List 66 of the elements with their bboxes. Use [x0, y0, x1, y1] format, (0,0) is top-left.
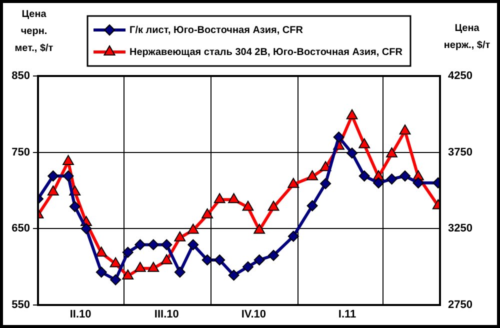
- point: [122, 269, 134, 280]
- x-tick-label: II.10: [70, 308, 92, 321]
- point: [214, 193, 226, 204]
- point: [358, 138, 370, 148]
- point: [62, 170, 74, 182]
- point: [202, 254, 213, 266]
- point: [134, 239, 146, 250]
- point: [122, 246, 134, 258]
- point: [254, 254, 265, 266]
- y2-tick-label: 3750: [448, 146, 472, 158]
- y2-tick-label: 4250: [448, 70, 472, 82]
- point: [400, 170, 411, 182]
- point: [110, 274, 122, 286]
- y-axis-title: Цена черн. мет., $/т: [14, 8, 54, 56]
- y2-tick-label: 3250: [448, 222, 472, 235]
- x-tick-label: I.11: [338, 308, 356, 321]
- point: [288, 230, 299, 242]
- point: [333, 132, 344, 143]
- point: [187, 224, 199, 234]
- y-tick-label: 550: [12, 299, 30, 312]
- point: [268, 250, 280, 261]
- point: [386, 147, 398, 158]
- point: [80, 223, 92, 234]
- point: [386, 174, 398, 185]
- y2-axis-title: Цена нерж., $/т: [442, 22, 492, 53]
- legend-label: Нержавеющая сталь 304 2B, Юго-Восточная Азия, CFR: [130, 46, 404, 58]
- legend-label: Г/к лист, Юго-Восточная Азия, CFR: [130, 24, 304, 36]
- point: [346, 109, 358, 120]
- point: [242, 261, 254, 272]
- point: [320, 178, 332, 190]
- point: [288, 178, 300, 188]
- point: [96, 246, 108, 257]
- point: [228, 270, 240, 281]
- y2-tick-label: 2750: [448, 299, 472, 312]
- point: [214, 254, 226, 266]
- point: [412, 177, 424, 188]
- point: [62, 154, 74, 165]
- point: [202, 208, 214, 218]
- y-tick-label: 750: [12, 146, 30, 158]
- point: [134, 262, 146, 272]
- y-tick-label: 850: [12, 70, 30, 82]
- x-tick-label: IV.10: [241, 308, 266, 321]
- point: [399, 124, 411, 134]
- point: [346, 148, 358, 159]
- point: [47, 186, 59, 196]
- point: [148, 262, 160, 272]
- point: [174, 266, 186, 278]
- point: [96, 266, 107, 278]
- point: [174, 231, 186, 242]
- y-tick-label: 650: [12, 222, 30, 235]
- point: [228, 193, 240, 204]
- point: [306, 170, 318, 180]
- point: [268, 200, 280, 211]
- point: [306, 200, 318, 212]
- point: [373, 177, 384, 188]
- point: [160, 254, 172, 264]
- point: [242, 200, 254, 211]
- point: [188, 239, 199, 250]
- point: [161, 239, 172, 250]
- point: [48, 170, 59, 182]
- point: [110, 257, 122, 268]
- point: [254, 224, 266, 234]
- point: [148, 239, 159, 250]
- point: [358, 170, 370, 182]
- point: [69, 201, 80, 212]
- x-tick-label: III.10: [154, 308, 179, 321]
